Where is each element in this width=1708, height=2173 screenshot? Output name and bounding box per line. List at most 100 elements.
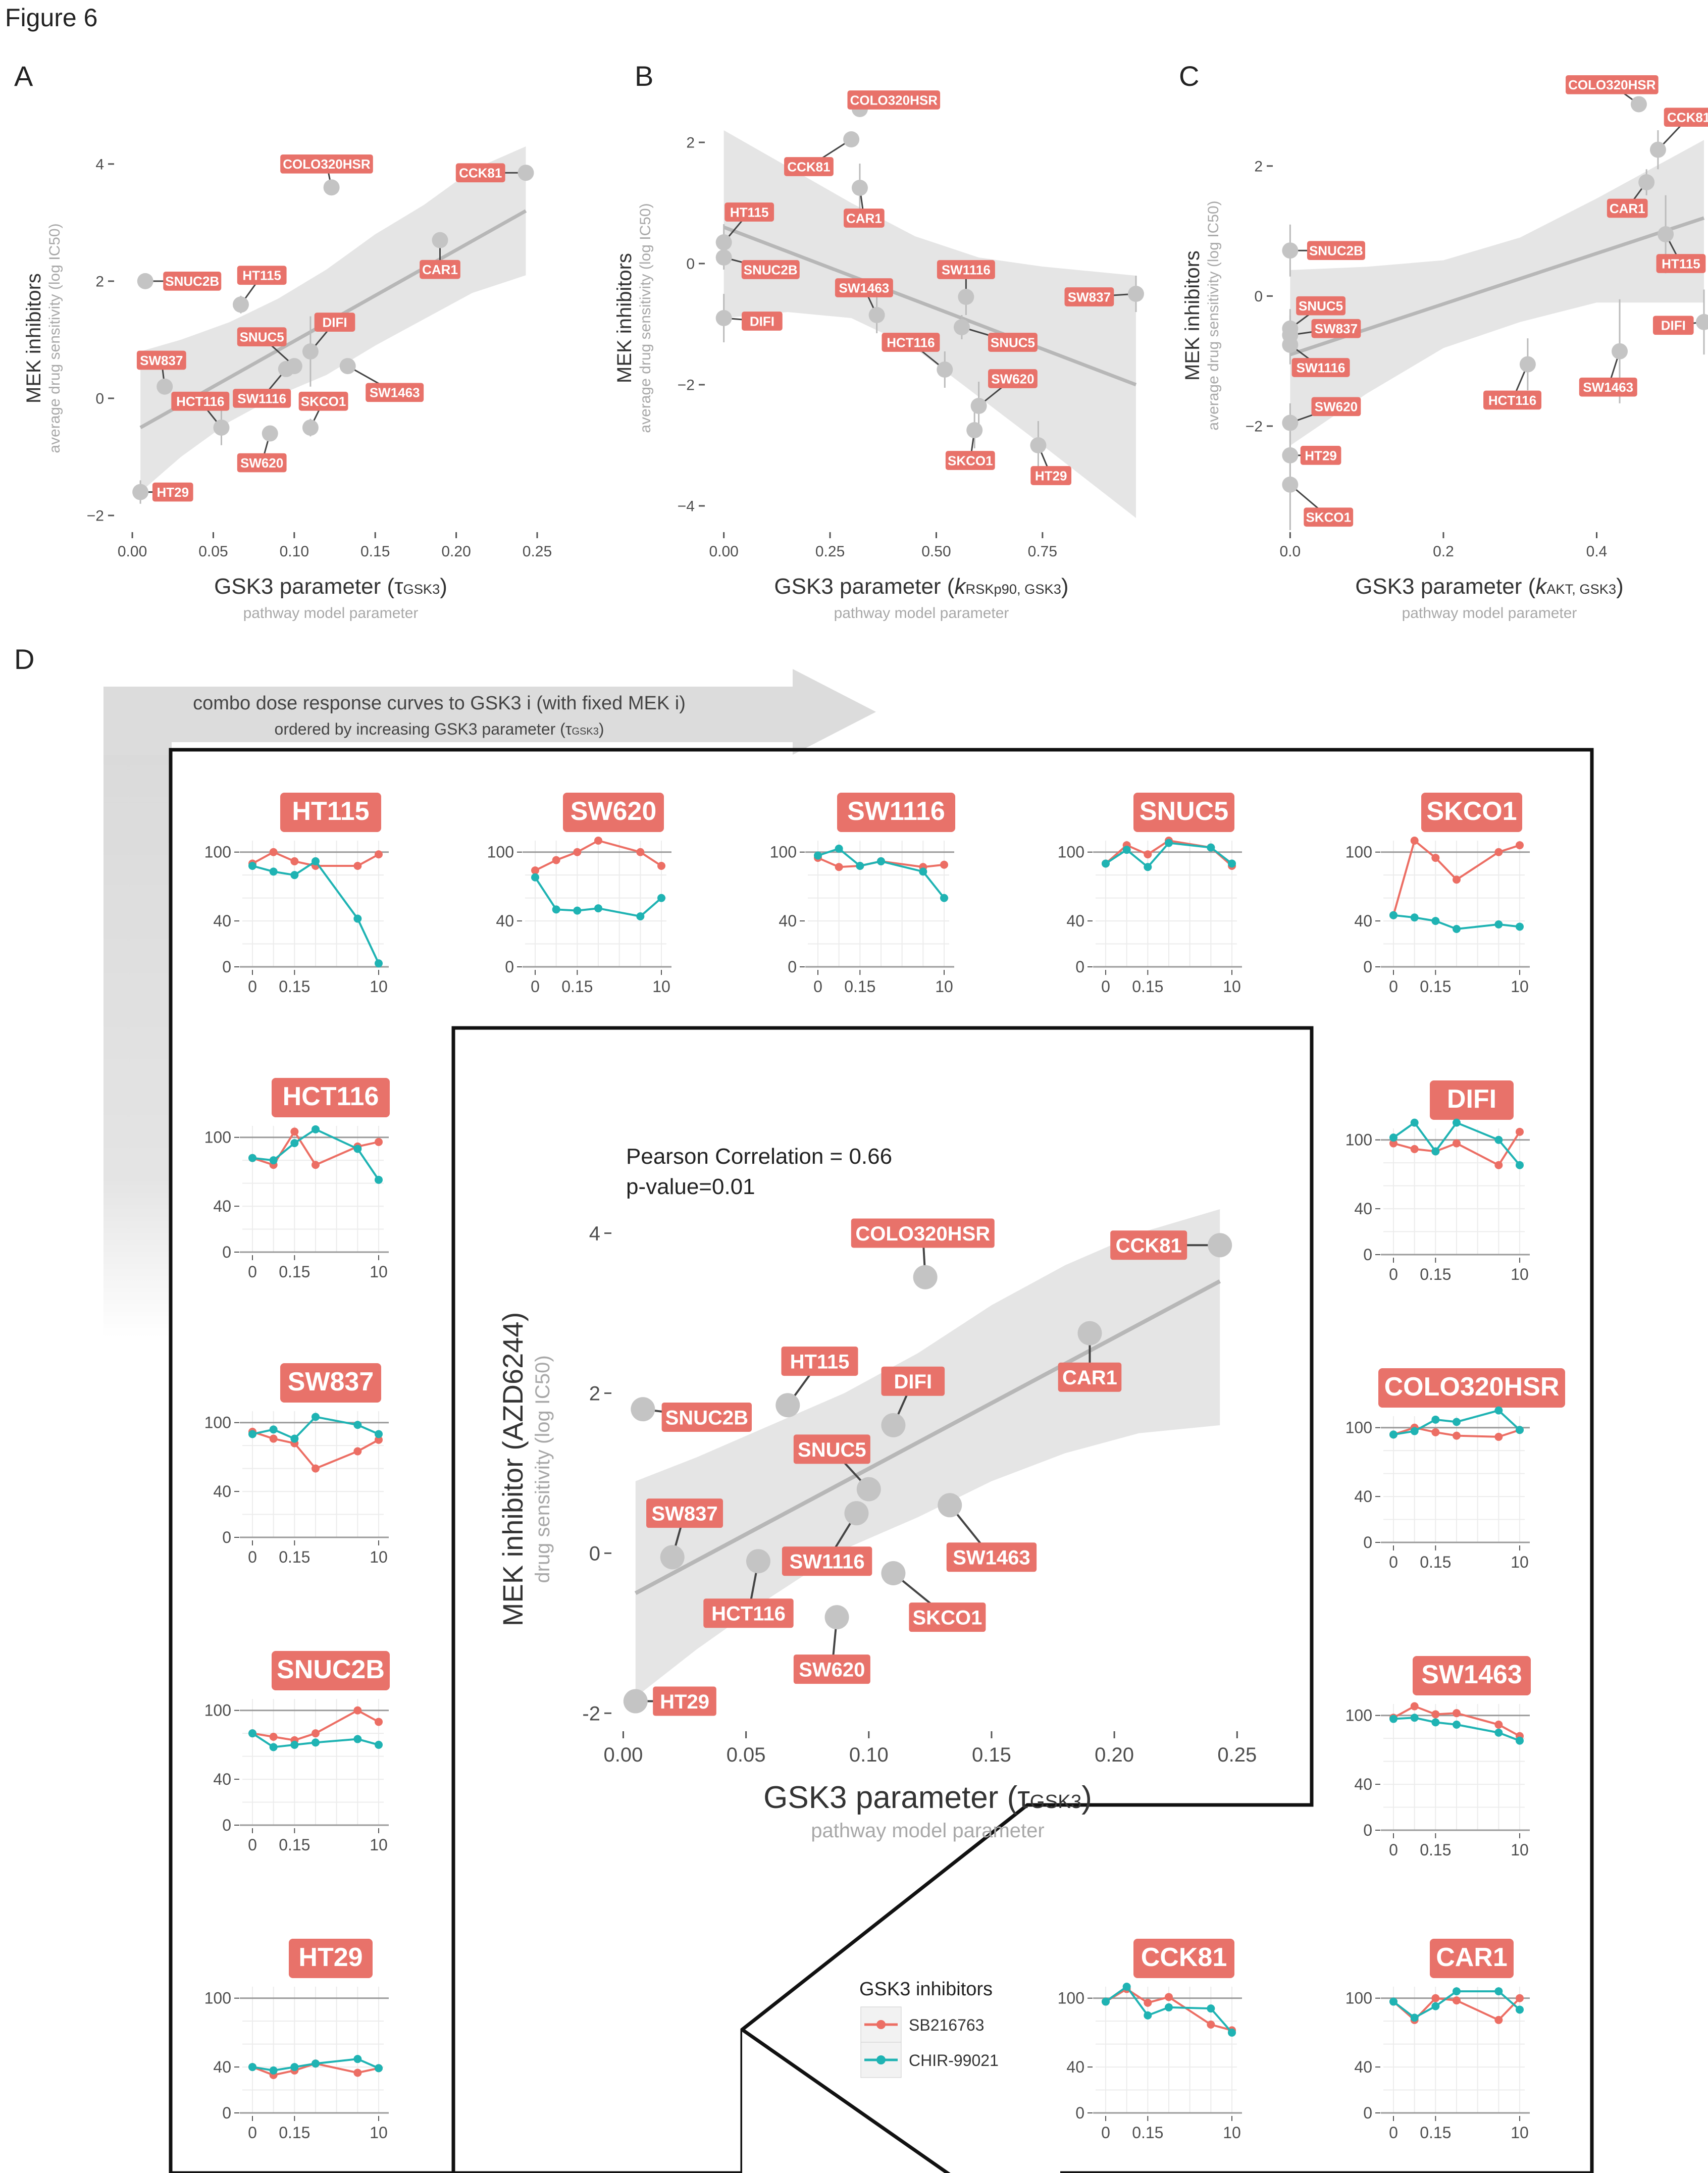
dose-x-tick-label: 0 bbox=[1389, 1841, 1398, 1859]
dose-x-tick-label: 0 bbox=[248, 1548, 257, 1566]
sb216763-difi-point bbox=[1410, 1145, 1419, 1153]
dose-panel-car1: CAR1 0 40 100 0 0.15 10 bbox=[1345, 1939, 1530, 2142]
legend-key-dot-chir bbox=[876, 2055, 886, 2064]
chir99021-hct116-point bbox=[353, 1145, 362, 1153]
label-box-snuc5 bbox=[1296, 296, 1345, 316]
chir99021-sw1116-point bbox=[856, 862, 864, 870]
x-tick-label: 0.00 bbox=[118, 543, 147, 560]
dose-x-tick-label: 0.15 bbox=[1420, 1841, 1451, 1859]
x-tick-label: 0.00 bbox=[709, 543, 738, 560]
x-tick-label: 0.4 bbox=[1586, 543, 1608, 560]
sb216763-ht115-point bbox=[290, 857, 299, 865]
label-box-ht115 bbox=[1656, 254, 1706, 273]
dose-panel-sw1116: SW1116 0 40 100 0 0.15 10 bbox=[770, 793, 955, 996]
dose-title-box-sw1463 bbox=[1413, 1656, 1531, 1695]
sb216763-sw620-point bbox=[636, 848, 645, 856]
sb216763-cck81-point bbox=[1144, 1998, 1152, 2007]
dose-y-tick-label: 40 bbox=[1066, 2058, 1084, 2076]
label-box-cck81 bbox=[1664, 108, 1708, 127]
dose-title-box-ht29 bbox=[289, 1939, 373, 1978]
chir99021-sw1463-point bbox=[1494, 1728, 1503, 1737]
point-snuc5 bbox=[286, 358, 302, 375]
sb216763-sw1463-point bbox=[1410, 1702, 1419, 1711]
label-box-car1 bbox=[1607, 198, 1648, 218]
label-box-snuc5 bbox=[793, 1434, 870, 1464]
point-difi bbox=[715, 310, 732, 326]
point-car1 bbox=[432, 232, 448, 248]
label-box-sw837 bbox=[136, 350, 186, 370]
sb216763-sw620-point bbox=[594, 837, 602, 845]
dose-x-tick-label: 10 bbox=[1511, 2124, 1529, 2142]
dose-x-tick-label: 0.15 bbox=[279, 977, 310, 996]
label-box-snuc2b bbox=[1307, 241, 1365, 261]
dose-title-skco1: SKCO1 bbox=[1426, 797, 1517, 826]
x-tick-label: 0.20 bbox=[441, 543, 471, 560]
dose-panel-hct116: HCT116 0 40 100 0 0.15 10 bbox=[204, 1078, 390, 1281]
arrow-caption-main: ordered by increasing GSK3 parameter (τ bbox=[275, 720, 572, 738]
label-box-difi bbox=[1652, 316, 1694, 335]
point-skco1 bbox=[881, 1561, 906, 1585]
label-ht115: HT115 bbox=[730, 204, 769, 220]
label-snuc2b: SNUC2B bbox=[1309, 243, 1363, 258]
point-ht29 bbox=[1282, 447, 1299, 463]
x-tick-label: 0.15 bbox=[360, 543, 390, 560]
chir99021-sw1116-point bbox=[877, 857, 885, 865]
chir99021-snuc5-point bbox=[1144, 863, 1152, 871]
dose-y-tick-label: 100 bbox=[204, 1701, 231, 1720]
label-ht115: HT115 bbox=[242, 268, 281, 283]
dose-panel-snuc2b: SNUC2B 0 40 100 0 0.15 10 bbox=[204, 1651, 390, 1854]
chir99021-hct116-point bbox=[269, 1156, 278, 1165]
point-sw1463 bbox=[1612, 343, 1628, 359]
y-tick-label: -2 bbox=[582, 1702, 600, 1725]
label-box-ht115 bbox=[724, 202, 774, 222]
chir99021-snuc5-point bbox=[1165, 839, 1173, 847]
dose-panel-difi: DIFI 0 40 100 0 0.15 10 bbox=[1345, 1080, 1530, 1283]
chir99021-ht29-point bbox=[375, 2064, 383, 2073]
label-box-sw1116 bbox=[937, 260, 995, 279]
sb216763-snuc5-point bbox=[1144, 850, 1152, 859]
y-tick-label: −2 bbox=[678, 377, 695, 394]
dose-title-box-sw620 bbox=[563, 793, 664, 832]
dose-x-tick-label: 10 bbox=[935, 977, 953, 996]
dose-x-tick-label: 0.15 bbox=[1420, 1265, 1451, 1283]
label-box-cck81 bbox=[1110, 1230, 1187, 1260]
dose-x-tick-label: 10 bbox=[370, 1836, 388, 1854]
chir99021-ht29-point bbox=[269, 2066, 278, 2075]
dose-title-box-difi bbox=[1430, 1080, 1514, 1120]
chir99021-skco1-point bbox=[1494, 920, 1503, 928]
panel-c-scatter: −2 0 2 0.0 0.2 0.4 COLO320HSR CCK81 CAR1 HT115 DIF… bbox=[1181, 75, 1708, 622]
sb216763-snuc2b-point bbox=[353, 1706, 362, 1715]
chir99021-sw1116-point bbox=[919, 867, 927, 876]
point-sw1463 bbox=[339, 358, 356, 375]
dose-x-tick-label: 0.15 bbox=[844, 977, 875, 996]
dose-title-hct116: HCT116 bbox=[283, 1082, 379, 1111]
point-sw837 bbox=[1128, 286, 1144, 302]
dose-panel-sw1463: SW1463 0 40 100 0 0.15 10 bbox=[1345, 1656, 1531, 1859]
sb216763-ht29-point bbox=[353, 2068, 362, 2077]
label-box-sw837 bbox=[1064, 287, 1114, 306]
dose-x-tick-label: 0 bbox=[531, 977, 540, 996]
chir99021-cck81-point bbox=[1165, 2003, 1173, 2011]
y-axis-title: MEK inhibitor (AZD6244) bbox=[497, 1312, 529, 1626]
chir99021-cck81-point bbox=[1144, 2011, 1152, 2020]
label-cck81: CCK81 bbox=[1116, 1235, 1182, 1257]
y-tick-label: −4 bbox=[678, 498, 695, 515]
chir99021-hct116-point bbox=[290, 1139, 299, 1148]
point-sw1116 bbox=[958, 289, 974, 305]
sb216763-hct116-point bbox=[290, 1127, 299, 1136]
label-box-snuc2b bbox=[661, 1403, 752, 1432]
y-axis-subtitle: drug sensitivity (log IC50) bbox=[532, 1355, 554, 1583]
label-box-car1 bbox=[844, 209, 885, 228]
label-box-difi bbox=[314, 313, 355, 332]
label-sw1463: SW1463 bbox=[839, 280, 890, 295]
label-box-sw837 bbox=[646, 1498, 723, 1528]
x-tick-label: 0.20 bbox=[1095, 1744, 1134, 1766]
chir99021-ht115-point bbox=[312, 857, 320, 865]
chir99021-difi-point bbox=[1389, 1133, 1398, 1142]
label-snuc5: SNUC5 bbox=[991, 335, 1035, 350]
label-box-sw1463 bbox=[835, 278, 893, 297]
sb216763-sw620-point bbox=[552, 856, 560, 864]
dose-x-tick-label: 0.15 bbox=[1420, 1553, 1451, 1571]
dose-y-tick-label: 0 bbox=[1363, 1246, 1372, 1264]
